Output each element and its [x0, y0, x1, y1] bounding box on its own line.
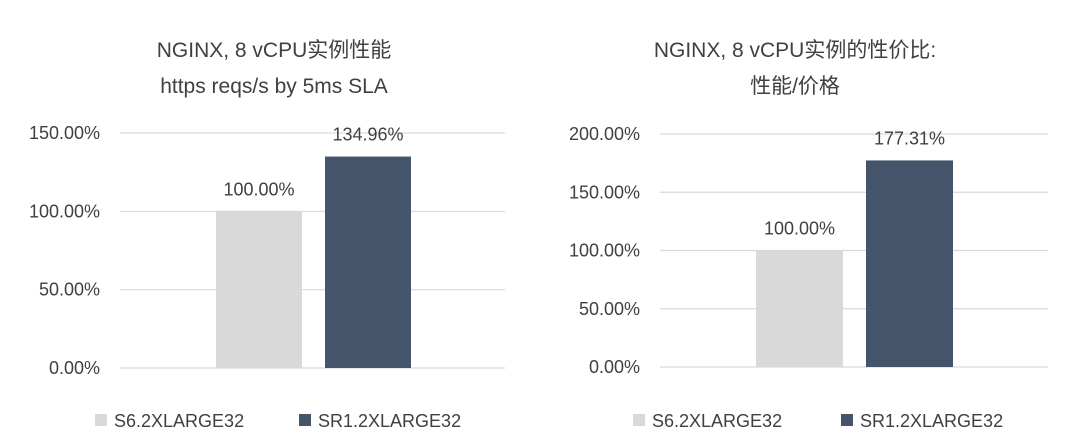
chart-title-line-1: NGINX, 8 vCPU实例性能: [157, 39, 392, 62]
chart-nginx-price-performance: NGINX, 8 vCPU实例的性价比: 性能/价格 0.00% 50.00% 10…: [569, 39, 1048, 431]
y-tick-label: 150.00%: [569, 182, 640, 202]
legend-swatch: [95, 414, 107, 426]
chart-nginx-performance: NGINX, 8 vCPU实例性能 https reqs/s by 5ms SL…: [29, 39, 505, 431]
y-tick-label: 150.00%: [29, 123, 100, 143]
gridlines: [120, 132, 505, 369]
y-tick-label: 0.00%: [589, 357, 640, 377]
y-tick-label: 50.00%: [39, 280, 100, 300]
data-label: 100.00%: [764, 219, 835, 239]
chart-title-line-1: NGINX, 8 vCPU实例的性价比:: [654, 39, 936, 62]
data-label: 100.00%: [223, 179, 294, 199]
data-labels: 100.00% 177.31%: [764, 128, 945, 238]
legend-swatch: [633, 414, 645, 426]
gridlines: [660, 133, 1048, 368]
bars: [216, 156, 411, 368]
legend: S6.2XLARGE32 SR1.2XLARGE32: [95, 411, 461, 431]
legend-label: SR1.2XLARGE32: [318, 411, 461, 431]
bar-s6.2xlarge32: [756, 250, 843, 367]
bar-sr1.2xlarge32: [325, 156, 411, 368]
bars: [756, 160, 953, 367]
bar-s6.2xlarge32: [216, 211, 302, 368]
data-labels: 100.00% 134.96%: [223, 125, 403, 200]
y-tick-label: 100.00%: [29, 201, 100, 221]
legend: S6.2XLARGE32 SR1.2XLARGE32: [633, 411, 1003, 431]
y-tick-label: 50.00%: [579, 299, 640, 319]
legend-swatch: [841, 414, 853, 426]
data-label: 177.31%: [874, 128, 945, 148]
legend-label: SR1.2XLARGE32: [860, 411, 1003, 431]
legend-label: S6.2XLARGE32: [652, 411, 782, 431]
legend-label: S6.2XLARGE32: [114, 411, 244, 431]
bar-sr1.2xlarge32: [866, 160, 953, 367]
y-axis-ticks: 0.00% 50.00% 100.00% 150.00% 200.00%: [569, 124, 640, 377]
y-axis-ticks: 0.00% 50.00% 100.00% 150.00%: [29, 123, 100, 378]
y-tick-label: 0.00%: [49, 358, 100, 378]
y-tick-label: 100.00%: [569, 241, 640, 261]
chart-title-line-2: 性能/价格: [750, 75, 840, 98]
data-label: 134.96%: [332, 125, 403, 145]
chart-title-line-2: https reqs/s by 5ms SLA: [160, 75, 388, 98]
legend-swatch: [299, 414, 311, 426]
y-tick-label: 200.00%: [569, 124, 640, 144]
